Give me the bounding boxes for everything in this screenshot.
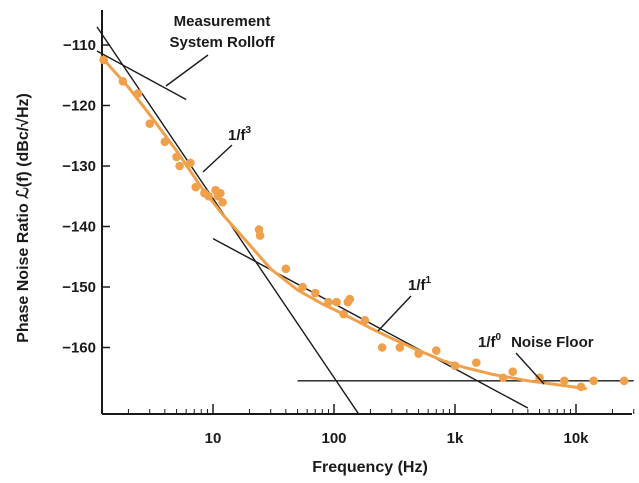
data-point [145,119,155,128]
data-point [175,161,184,171]
y-tick-label: −160 [62,340,96,357]
annotation-noise-floor: 1/f0 Noise Floor [478,332,594,351]
data-point [255,231,265,240]
data-point [508,367,518,377]
data-point [431,346,441,355]
annotation-rolloff-line1: Measurement [174,13,271,30]
data-point [414,349,423,358]
y-tick-label: −120 [62,98,96,115]
data-point [576,382,586,392]
annotation-noise-floor-pointer [515,352,545,385]
data-point [204,191,213,201]
x-tick-label: 10k [563,430,589,447]
data-point [450,361,460,370]
axes: −110 −120 −130 −140 −150 −160 10 100 1k 10k [62,10,635,447]
data-point [298,282,307,292]
data-point [332,297,341,307]
data-point [619,376,629,386]
data-point [118,77,128,86]
data-point [133,89,143,98]
data-point [310,288,320,298]
x-tick-label: 1k [447,430,464,447]
data-point [360,315,370,325]
data-point [535,373,544,383]
data-point [339,309,348,319]
data-point [472,358,481,367]
annotation-rolloff-line2: System Rolloff [169,34,275,51]
annotation-1-f3-pointer [202,144,233,173]
data-point [324,297,333,307]
data-points [99,55,629,392]
x-tick-label: 100 [321,430,346,447]
data-point [498,373,508,383]
annotation-1-f3: 1/f3 [228,125,252,144]
annotation-1-f1-pointer [377,295,412,332]
y-tick-label: −110 [63,37,96,54]
y-tick-label: −150 [62,279,96,296]
data-point [345,294,355,304]
data-point [589,376,598,386]
data-point [377,343,387,352]
data-point [218,198,227,207]
data-point [191,182,201,192]
asymptote-line-1-f1 [212,237,529,409]
x-tick-label: 10 [205,430,222,447]
data-point [186,158,195,168]
annotation-1-f1: 1/f1 [408,275,432,294]
asymptote-line-rolloff [96,50,187,101]
data-point [559,376,569,386]
data-point [281,264,291,274]
y-tick-label: −130 [62,158,96,175]
x-axis-title: Frequency (Hz) [312,459,428,476]
data-point [160,137,170,147]
annotations: Measurement System Rolloff 1/f3 1/f1 1/f0 Noi… [165,13,594,385]
data-point [99,55,109,65]
annotation-rolloff-pointer [165,54,209,87]
data-point [395,343,405,352]
asymptote-lines [96,26,634,415]
y-tick-label: −140 [62,219,96,236]
y-axis-title: Phase Noise Ratio ℒ(f) (dBc/√Hz) [15,93,32,343]
data-point [216,188,225,198]
data-point [172,152,181,162]
